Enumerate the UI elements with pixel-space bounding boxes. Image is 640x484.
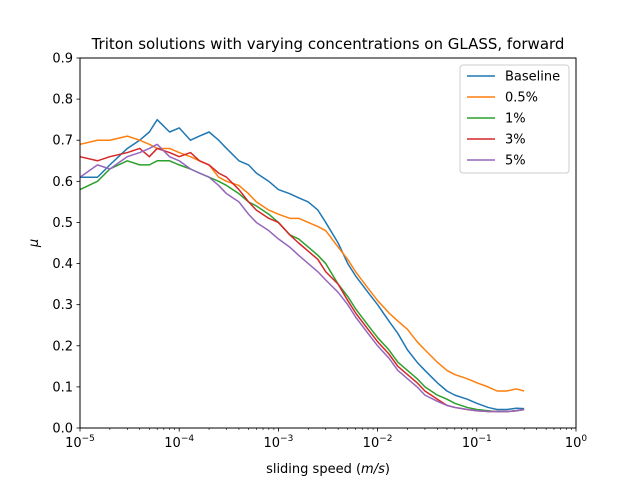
x-tick-base: 10 [462, 436, 479, 451]
y-tick-label: 0.9 [52, 52, 73, 67]
x-axis-label: sliding speed (m/s) [266, 462, 390, 477]
x-tick-label: 10−4 [164, 434, 194, 451]
x-tick-exponent: −1 [478, 434, 491, 444]
series-line-1 [79, 135, 525, 392]
legend-label-1: 0.5% [505, 91, 538, 106]
y-tick-label: 0.3 [52, 298, 73, 313]
plot-area-frame [79, 57, 577, 429]
y-axis: 0.0 0.1 0.2 0.3 0.4 0.5 0.6 0.7 0.8 0.9 [52, 52, 80, 437]
x-tick-base: 10 [565, 436, 582, 451]
x-axis-label-suffix: ) [385, 462, 390, 477]
y-tick-label: 0.6 [52, 175, 73, 190]
legend-label-3: 3% [505, 133, 526, 148]
y-axis-label: μ [27, 239, 42, 248]
x-tick-base: 10 [164, 436, 181, 451]
legend-label-2: 1% [505, 112, 526, 127]
y-tick-label: 0.8 [52, 93, 73, 108]
y-tick-label: 0.7 [52, 134, 73, 149]
y-tick-label: 0.5 [52, 216, 73, 231]
x-axis-label-unit: m/s [361, 462, 385, 477]
series-line-4 [79, 143, 525, 413]
x-tick-label: 10−2 [363, 434, 393, 451]
x-tick-exponent: −2 [379, 434, 392, 444]
y-tick-label: 0.4 [52, 257, 73, 272]
chart-title: Triton solutions with varying concentrat… [91, 35, 565, 53]
x-tick-label: 10−3 [263, 434, 293, 451]
series-layer [79, 118, 525, 413]
x-tick-label: 10−1 [462, 434, 492, 451]
legend-box [459, 64, 570, 174]
series-line-0 [80, 118, 525, 411]
legend-label-4: 5% [505, 154, 526, 169]
x-tick-exponent: −3 [280, 434, 293, 444]
x-tick-exponent: −5 [82, 434, 95, 444]
x-tick-label: 10−5 [65, 434, 95, 451]
legend-label-0: Baseline [505, 70, 560, 85]
x-tick-base: 10 [65, 436, 82, 451]
x-tick-base: 10 [363, 436, 380, 451]
legend: Baseline 0.5% 1% 3% 5% [459, 64, 570, 174]
x-tick-exponent: −4 [181, 434, 195, 444]
x-axis: 10−5 10−4 10−3 10−2 10−1 100 [65, 428, 587, 451]
x-tick-label: 100 [565, 434, 588, 451]
series-line-2 [79, 160, 525, 413]
y-tick-label: 0.2 [52, 339, 73, 354]
y-tick-label: 0.0 [52, 422, 73, 437]
x-tick-base: 10 [263, 436, 280, 451]
x-axis-label-prefix: sliding speed ( [266, 462, 361, 477]
y-tick-label: 0.1 [52, 380, 73, 395]
x-tick-exponent: 0 [581, 434, 587, 444]
